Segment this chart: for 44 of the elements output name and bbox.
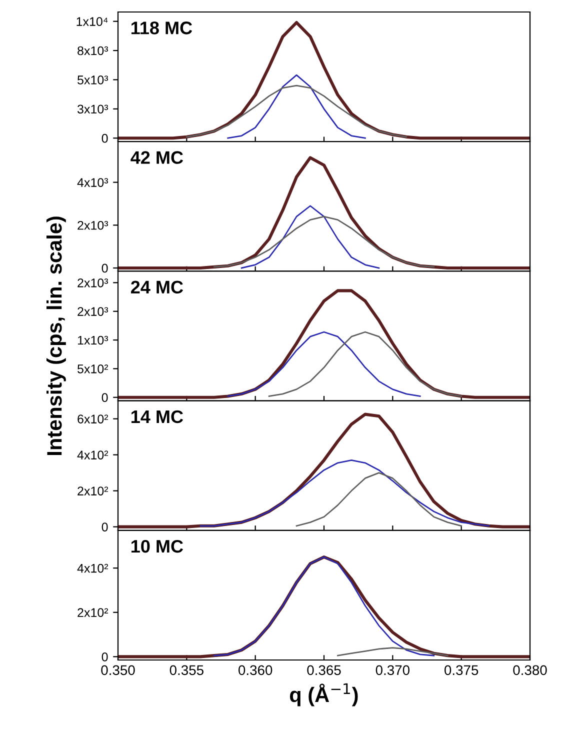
annotation: 24 MC (130, 280, 184, 294)
y-axis-title: Intensity (cps, lin. scale) (46, 216, 66, 455)
x-tick-label: 0.360 (238, 665, 272, 676)
y-tick-label: 0 (102, 652, 108, 662)
y-tick-label: 0 (102, 134, 108, 143)
line-series (186, 84, 408, 138)
x-axis-title: q (Å$^{−1}$) (290, 683, 358, 706)
y-tick-label: 8x10³ (78, 46, 108, 56)
annotation: 42 MC (130, 151, 184, 164)
annotation: 10 MC (131, 540, 184, 553)
y-tick-label: 0 (102, 393, 108, 402)
y-tick-label: 2x10³ (78, 307, 108, 316)
line-series (200, 460, 490, 527)
y-tick-label: 2x10³ (78, 278, 108, 288)
y-tick-label: 2x10³ (78, 220, 108, 230)
x-tick-label: 0.350 (101, 665, 135, 676)
y-tick-label: 3x10³ (77, 104, 108, 114)
x-tick-label: 0.380 (513, 665, 547, 676)
x-tick-label: 0.365 (307, 665, 341, 676)
line-series (227, 74, 366, 139)
line-series (213, 556, 435, 656)
y-tick-label: 4x10² (77, 450, 108, 460)
line-series (240, 205, 380, 269)
line-series (227, 331, 421, 397)
annotation: 14 MC (131, 410, 184, 424)
annotation: 118 MC (131, 22, 192, 34)
y-tick-label: 2x10² (78, 608, 108, 618)
x-tick-label: 0.370 (376, 665, 410, 676)
y-tick-label: 0 (102, 522, 108, 532)
line-series (268, 331, 462, 397)
x-tick-label: 0.355 (170, 665, 204, 676)
x-tick-label: 0.375 (444, 665, 478, 676)
line-series (296, 472, 462, 527)
y-tick-label: 2x10² (78, 486, 108, 496)
y-tick-label: 5x10² (78, 364, 108, 374)
y-tick-label: 1x10³ (78, 336, 108, 345)
y-tick-label: 4x10² (77, 564, 108, 573)
y-tick-label: 1x10⁴ (76, 17, 108, 26)
y-tick-label: 5x10³ (78, 76, 108, 84)
y-tick-label: 4x10³ (77, 178, 108, 187)
y-tick-label: 6x10² (78, 414, 108, 424)
line-series (337, 647, 448, 656)
y-tick-label: 0 (102, 264, 108, 273)
line-series (213, 216, 435, 268)
